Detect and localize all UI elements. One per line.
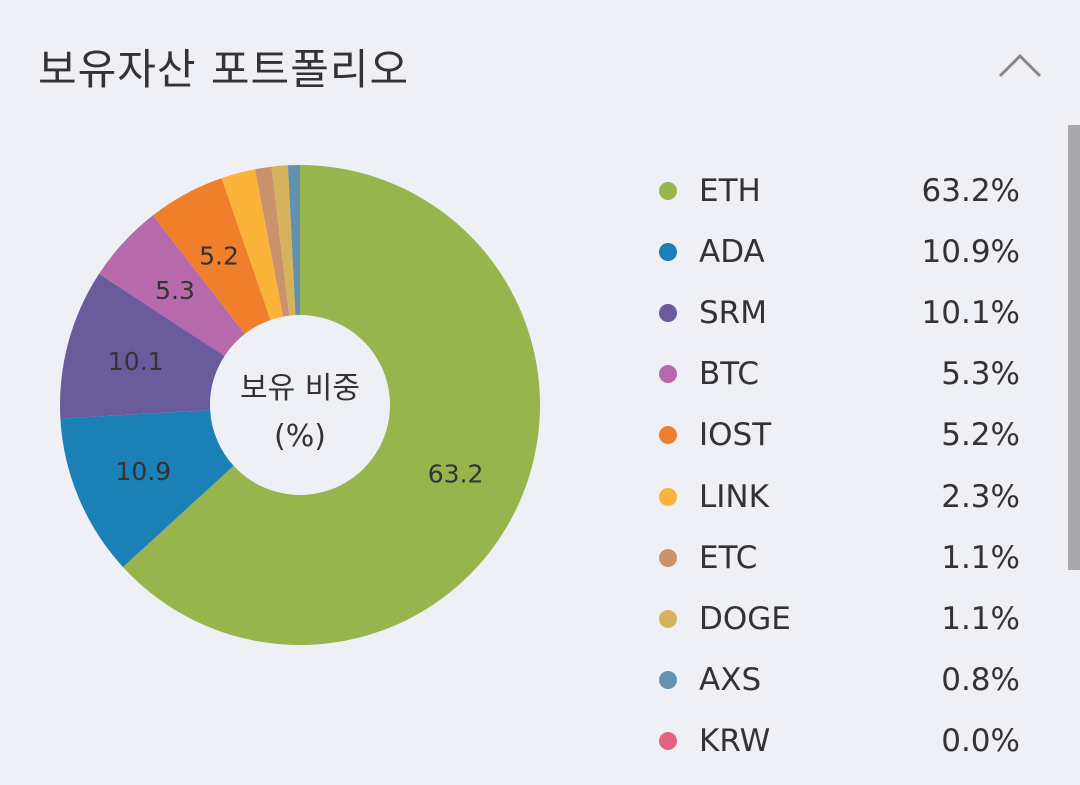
center-label-line2: (%) xyxy=(274,419,326,454)
legend-dot-icon xyxy=(659,671,677,690)
legend-dot-icon xyxy=(659,242,677,261)
chevron-up-icon[interactable] xyxy=(996,48,1044,84)
slice-etc xyxy=(255,166,290,317)
slice-label-btc: 5.3 xyxy=(155,276,195,305)
legend-item: IOST 5.2% xyxy=(655,405,1020,466)
legend-name: IOST xyxy=(699,417,772,454)
legend-item: BTC 5.3% xyxy=(655,344,1020,405)
legend-percent: 10.1% xyxy=(921,294,1020,331)
scrollbar[interactable] xyxy=(1068,125,1080,570)
slice-btc xyxy=(98,215,245,356)
donut-chart: 63.2 10.9 10.1 5.35.2 보유 비중 (%) xyxy=(60,165,540,645)
legend-name: KRW xyxy=(699,723,771,760)
slice-label-srm: 10.1 xyxy=(108,347,164,376)
legend-name: SRM xyxy=(699,294,767,331)
slice-axs xyxy=(287,165,300,316)
slice-iost xyxy=(152,178,271,334)
legend-dot-icon xyxy=(659,181,677,200)
legend-name: LINK xyxy=(699,478,769,515)
legend-percent: 1.1% xyxy=(941,600,1020,637)
center-label-line1: 보유 비중 xyxy=(240,371,360,406)
legend-name: ETC xyxy=(699,539,758,576)
legend-percent: 5.3% xyxy=(941,356,1020,393)
slice-link xyxy=(221,169,284,320)
legend-percent: 2.3% xyxy=(941,478,1020,515)
legend-percent: 63.2% xyxy=(921,172,1020,209)
legend-item: AXS 0.8% xyxy=(655,650,1020,711)
legend-percent: 0.8% xyxy=(941,662,1020,699)
legend-name: AXS xyxy=(699,662,762,699)
legend-dot-icon xyxy=(659,548,677,567)
legend-percent: 5.2% xyxy=(941,417,1020,454)
legend-percent: 1.1% xyxy=(941,539,1020,576)
legend-item: ETC 1.1% xyxy=(655,527,1020,588)
legend-item: KRW 0.0% xyxy=(655,711,1020,772)
legend-percent: 0.0% xyxy=(941,723,1020,760)
slice-label-eth: 63.2 xyxy=(428,459,484,488)
legend-dot-icon xyxy=(659,609,677,628)
legend-dot-icon xyxy=(659,365,677,384)
legend-dot-icon xyxy=(659,426,677,445)
legend-dot-icon xyxy=(659,303,677,322)
legend-item: SRM 10.1% xyxy=(655,282,1020,343)
legend-name: ETH xyxy=(699,172,761,209)
legend-item: LINK 2.3% xyxy=(655,466,1020,527)
slice-eth xyxy=(122,165,540,645)
legend-item: ADA 10.9% xyxy=(655,221,1020,282)
legend-dot-icon xyxy=(659,732,677,751)
slice-srm xyxy=(60,273,225,419)
legend-item: ETH 63.2% xyxy=(655,160,1020,221)
legend-name: ADA xyxy=(699,233,765,270)
legend: ETH 63.2% ADA 10.9% SRM 10.1% BTC 5.3% IOST 5.2% L… xyxy=(655,160,1020,772)
slice-ada xyxy=(60,410,234,568)
slice-label-ada: 10.9 xyxy=(116,457,172,486)
legend-dot-icon xyxy=(659,487,677,506)
legend-percent: 10.9% xyxy=(921,233,1020,270)
legend-name: DOGE xyxy=(699,600,791,637)
legend-item: DOGE 1.1% xyxy=(655,588,1020,649)
slice-doge xyxy=(271,165,296,316)
page-title: 보유자산 포트폴리오 xyxy=(38,45,410,94)
legend-name: BTC xyxy=(699,356,760,393)
slice-label-iost: 5.2 xyxy=(199,242,239,271)
